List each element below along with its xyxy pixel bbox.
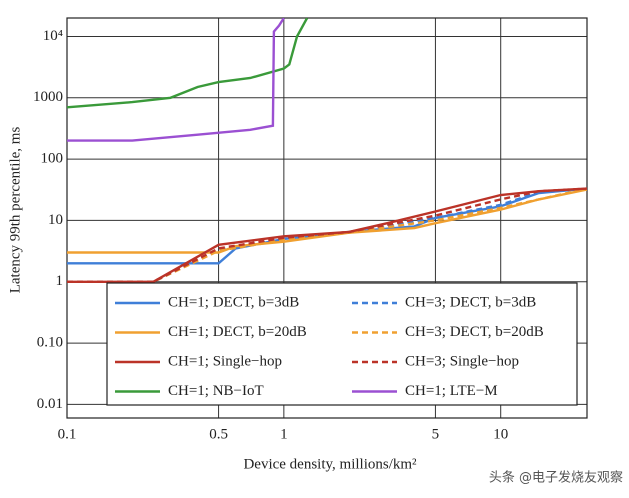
watermark: 头条 @电子发烧友观察 bbox=[489, 470, 623, 486]
legend-label: CH=1; NB−IoT bbox=[168, 383, 264, 399]
plot-frame bbox=[66, 17, 588, 419]
legend-label: CH=1; DECT, b=20dB bbox=[168, 324, 307, 340]
legend-box bbox=[106, 282, 578, 406]
plot-lines bbox=[67, 18, 587, 283]
y-tick-label: 1000 bbox=[33, 89, 63, 105]
y-tick-label: 1 bbox=[56, 273, 64, 289]
y-tick-label: 0.01 bbox=[37, 396, 63, 412]
x-tick-label: 5 bbox=[432, 426, 440, 442]
x-tick-label: 1 bbox=[280, 426, 288, 442]
x-tick-label: 0.5 bbox=[209, 426, 228, 442]
series-line bbox=[67, 187, 587, 283]
legend-label: CH=1; Single−hop bbox=[168, 353, 282, 369]
legend-label: CH=3; DECT, b=3dB bbox=[405, 294, 536, 310]
legend-label: CH=1; DECT, b=3dB bbox=[168, 294, 299, 310]
series-line bbox=[67, 18, 309, 109]
y-tick-label: 0.10 bbox=[37, 335, 63, 351]
legend-label: CH=3; Single−hop bbox=[405, 353, 519, 369]
x-tick-label: 10 bbox=[493, 426, 508, 442]
y-tick-label: 100 bbox=[41, 151, 64, 167]
legend-label: CH=1; LTE−M bbox=[405, 383, 498, 399]
x-tick-label: 0.1 bbox=[58, 426, 77, 442]
y-axis-label: Latency 99th percentile, ms bbox=[7, 127, 23, 294]
series-line bbox=[67, 18, 285, 142]
y-tick-label: 10 bbox=[48, 212, 63, 228]
y-tick-label: 10⁴ bbox=[43, 28, 63, 44]
series-line bbox=[67, 188, 587, 254]
x-axis-label: Device density, millions/km² bbox=[243, 456, 417, 472]
legend-label: CH=3; DECT, b=20dB bbox=[405, 324, 544, 340]
series-line bbox=[67, 187, 587, 283]
